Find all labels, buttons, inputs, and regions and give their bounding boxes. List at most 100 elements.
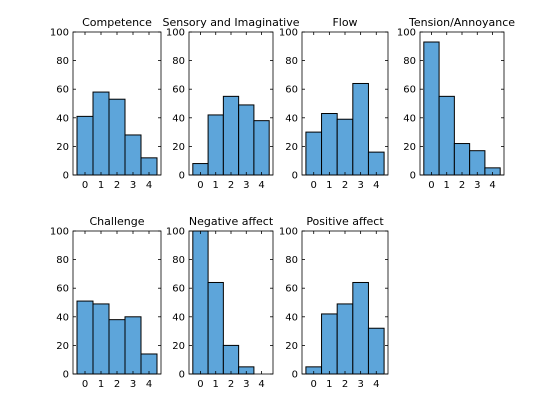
bar-3 [352, 281, 369, 375]
bar-1 [321, 313, 338, 375]
y-tick-label: 20 [56, 142, 69, 153]
y-tick-label: 100 [397, 28, 416, 39]
bar-3 [469, 150, 486, 176]
bar-2 [336, 303, 354, 375]
bar-4 [140, 353, 158, 375]
bar-3 [124, 134, 142, 176]
y-tick-label: 40 [285, 113, 298, 124]
x-tick-label: 2 [114, 180, 120, 191]
x-tick-label: 1 [213, 379, 219, 390]
x-tick-label: 4 [258, 180, 264, 191]
bar-4 [367, 327, 385, 375]
y-tick-label: 100 [50, 227, 69, 238]
y-tick-label: 60 [172, 85, 185, 96]
x-tick-label: 2 [342, 379, 348, 390]
bar-1 [92, 91, 110, 176]
x-tick-label: 3 [357, 379, 363, 390]
y-tick-label: 40 [172, 113, 185, 124]
y-tick-label: 80 [285, 56, 298, 67]
x-tick-label: 4 [258, 379, 264, 390]
chart-title: Flow [332, 16, 357, 29]
y-tick-label: 80 [285, 255, 298, 266]
chart-title: Positive affect [306, 215, 384, 228]
chart-title: Competence [82, 16, 152, 29]
x-tick-label: 3 [243, 180, 249, 191]
x-tick-label: 0 [197, 180, 203, 191]
x-tick-label: 2 [228, 379, 234, 390]
chart-title: Challenge [90, 215, 145, 228]
y-tick-label: 40 [56, 113, 69, 124]
x-tick-label: 0 [311, 379, 317, 390]
bar-4 [253, 120, 270, 176]
x-tick-label: 1 [444, 180, 450, 191]
bar-0 [76, 115, 94, 176]
x-tick-label: 3 [243, 379, 249, 390]
x-tick-label: 4 [373, 180, 379, 191]
y-tick-label: 20 [285, 142, 298, 153]
x-tick-label: 1 [98, 180, 104, 191]
chart-title: Negative affect [189, 215, 274, 228]
bar-0 [305, 131, 323, 176]
bar-1 [321, 113, 338, 176]
x-tick-label: 3 [474, 180, 480, 191]
y-tick-label: 20 [172, 341, 185, 352]
x-tick-label: 4 [373, 379, 379, 390]
y-tick-label: 40 [285, 312, 298, 323]
y-tick-label: 80 [56, 56, 69, 67]
y-tick-label: 20 [172, 142, 185, 153]
y-tick-label: 0 [292, 370, 298, 381]
y-tick-label: 80 [403, 56, 416, 67]
x-tick-label: 0 [82, 180, 88, 191]
bar-2 [222, 344, 240, 375]
chart-title: Tension/Annoyance [408, 16, 515, 29]
bar-2 [108, 98, 126, 176]
y-tick-label: 40 [172, 312, 185, 323]
x-tick-label: 2 [342, 180, 348, 191]
y-tick-label: 60 [56, 284, 69, 295]
bar-2 [336, 118, 354, 176]
bar-0 [192, 230, 209, 375]
bar-1 [207, 114, 224, 176]
y-tick-label: 60 [285, 284, 298, 295]
x-tick-label: 1 [326, 180, 332, 191]
x-tick-label: 2 [114, 379, 120, 390]
y-tick-label: 0 [410, 171, 416, 182]
y-tick-label: 80 [56, 255, 69, 266]
y-tick-label: 20 [56, 341, 69, 352]
y-tick-label: 100 [279, 227, 298, 238]
y-tick-label: 100 [50, 28, 69, 39]
y-tick-label: 100 [166, 227, 185, 238]
bar-1 [92, 303, 110, 375]
x-tick-label: 2 [459, 180, 465, 191]
y-tick-label: 0 [63, 171, 69, 182]
y-tick-label: 20 [403, 142, 416, 153]
y-tick-label: 60 [285, 85, 298, 96]
y-tick-label: 40 [56, 312, 69, 323]
y-tick-label: 60 [403, 85, 416, 96]
y-tick-label: 80 [172, 255, 185, 266]
bar-3 [124, 316, 142, 375]
chart-title: Sensory and Imaginative [162, 16, 299, 29]
x-tick-label: 4 [146, 379, 152, 390]
x-tick-label: 2 [228, 180, 234, 191]
x-tick-label: 1 [326, 379, 332, 390]
x-tick-label: 0 [197, 379, 203, 390]
bar-2 [108, 319, 126, 375]
y-tick-label: 0 [292, 171, 298, 182]
y-tick-label: 60 [56, 85, 69, 96]
y-tick-label: 0 [179, 171, 185, 182]
x-tick-label: 3 [130, 180, 136, 191]
y-tick-label: 100 [279, 28, 298, 39]
x-tick-label: 0 [311, 180, 317, 191]
x-tick-label: 3 [357, 180, 363, 191]
x-tick-label: 4 [489, 180, 495, 191]
x-tick-label: 0 [428, 180, 434, 191]
